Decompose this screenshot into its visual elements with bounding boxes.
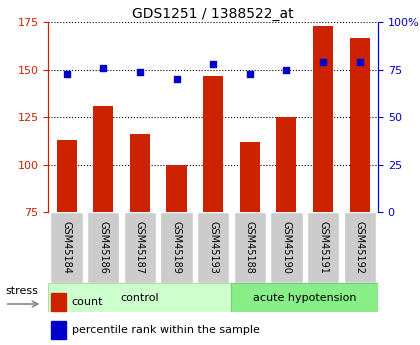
- Bar: [276, 117, 297, 212]
- Bar: [57, 140, 77, 212]
- Bar: [203, 76, 223, 212]
- Bar: [240, 142, 260, 212]
- Point: [63, 71, 70, 76]
- Text: count: count: [72, 297, 103, 307]
- Point: [356, 59, 363, 65]
- Point: [283, 67, 290, 72]
- Bar: [93, 106, 113, 212]
- FancyBboxPatch shape: [307, 212, 339, 283]
- Point: [173, 77, 180, 82]
- Bar: [349, 38, 370, 212]
- FancyBboxPatch shape: [48, 283, 231, 312]
- Point: [136, 69, 143, 75]
- Text: GSM45193: GSM45193: [208, 221, 218, 274]
- Bar: [51, 293, 66, 311]
- Title: GDS1251 / 1388522_at: GDS1251 / 1388522_at: [132, 7, 294, 21]
- Text: acute hypotension: acute hypotension: [253, 293, 357, 303]
- FancyBboxPatch shape: [231, 283, 378, 312]
- Point: [210, 61, 217, 67]
- FancyBboxPatch shape: [50, 212, 83, 283]
- Text: GSM45184: GSM45184: [62, 221, 72, 274]
- Text: GSM45188: GSM45188: [245, 221, 255, 274]
- Text: GSM45186: GSM45186: [98, 221, 108, 274]
- FancyBboxPatch shape: [124, 212, 156, 283]
- Bar: [51, 321, 66, 339]
- FancyBboxPatch shape: [87, 212, 119, 283]
- FancyBboxPatch shape: [270, 212, 302, 283]
- Point: [247, 71, 253, 76]
- Bar: [166, 165, 186, 212]
- Point: [320, 59, 326, 65]
- Text: GSM45192: GSM45192: [354, 221, 365, 274]
- Bar: [313, 26, 333, 212]
- Text: GSM45187: GSM45187: [135, 221, 145, 274]
- Text: GSM45191: GSM45191: [318, 221, 328, 274]
- FancyBboxPatch shape: [197, 212, 229, 283]
- Text: stress: stress: [5, 286, 38, 296]
- FancyBboxPatch shape: [160, 212, 193, 283]
- FancyBboxPatch shape: [234, 212, 266, 283]
- Text: GSM45190: GSM45190: [281, 221, 291, 274]
- Text: GSM45189: GSM45189: [171, 221, 181, 274]
- Point: [100, 65, 107, 71]
- FancyBboxPatch shape: [344, 212, 376, 283]
- Bar: [130, 134, 150, 212]
- Text: control: control: [121, 293, 159, 303]
- Text: percentile rank within the sample: percentile rank within the sample: [72, 325, 260, 335]
